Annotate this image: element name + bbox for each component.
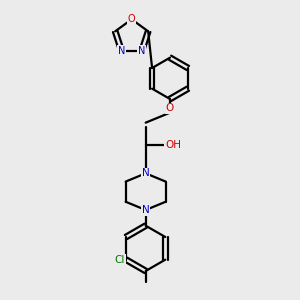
Text: N: N [142,168,149,178]
Text: O: O [166,103,174,113]
Text: OH: OH [165,140,181,150]
Text: Cl: Cl [115,255,125,265]
Text: N: N [118,46,125,56]
Text: N: N [142,205,149,215]
Text: N: N [138,46,146,56]
Text: O: O [128,14,136,24]
